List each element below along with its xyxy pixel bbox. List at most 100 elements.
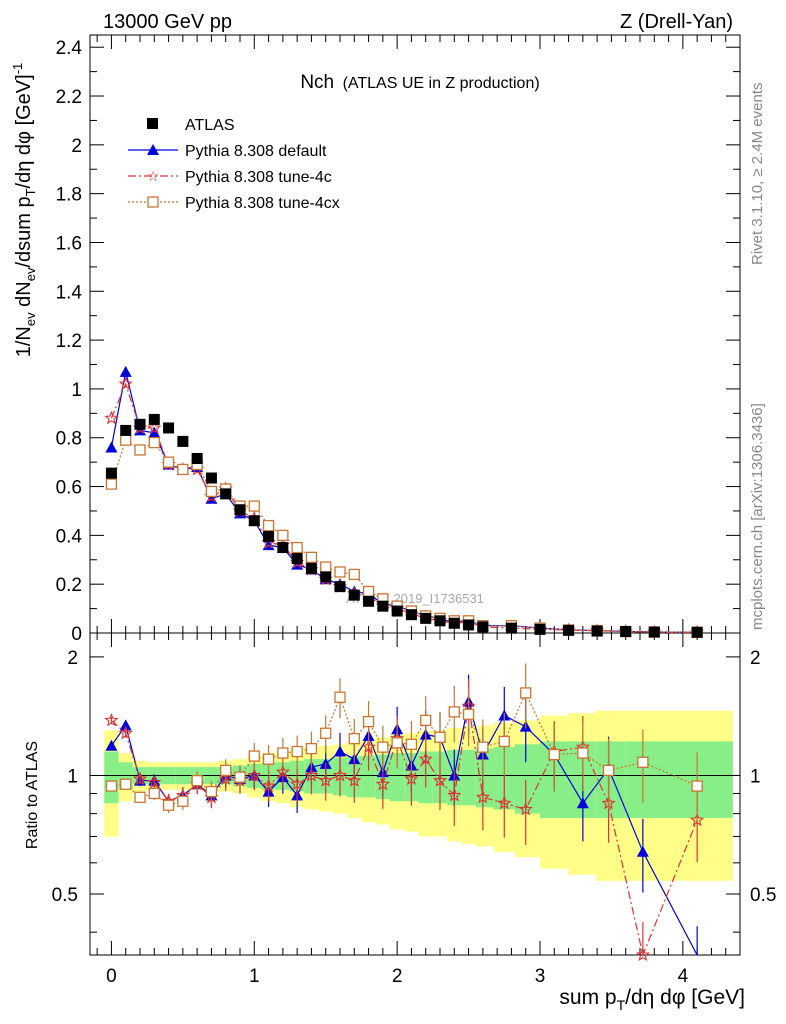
plot-title-main: Nch — [300, 72, 334, 93]
main-y-ticks: 0 0.2 0.4 0.6 0.8 1 1.2 1.4 1.6 1.8 2 2.2 2.4 — [56, 38, 740, 645]
main-point-tune4c — [104, 410, 119, 425]
plot-title: Nch (ATLAS UE in Z production) — [300, 72, 539, 93]
main-y-tick-label: 1.4 — [56, 282, 83, 303]
main-point-atlas — [134, 418, 146, 430]
ratio-point-tune4c — [147, 774, 162, 789]
ratio-band-inner — [390, 753, 405, 802]
main-point-atlas — [120, 424, 132, 436]
energy-label: 13000 GeV pp — [103, 11, 232, 33]
main-point-atlas — [448, 617, 460, 629]
legend-label-tune4c: Pythia 8.308 tune-4c — [185, 169, 332, 186]
main-point-tune4cx — [148, 436, 160, 449]
main-point-atlas — [563, 624, 575, 636]
main-point-default — [105, 441, 118, 453]
ratio-band-inner — [461, 750, 476, 806]
legend-marker-atlas — [147, 118, 158, 129]
main-series-layer — [104, 365, 705, 639]
ratio-band-inner — [361, 756, 376, 798]
ratio-line-tune4cx — [111, 691, 698, 806]
main-y-axis-label: 1/Nev dNev/dsum pT/dη dφ [GeV]-1 — [10, 63, 38, 358]
main-point-atlas — [505, 622, 517, 634]
ratio-point-tune4cx — [234, 771, 246, 783]
main-point-atlas — [291, 553, 303, 565]
ratio-point-tune4cx — [134, 791, 146, 803]
ratio-point-tune4cx — [405, 738, 418, 750]
ratio-point-tune4cx — [462, 708, 475, 720]
ratio-point-tune4c — [518, 801, 533, 816]
main-point-tune4c — [147, 420, 162, 434]
ratio-y-tick-label-right: 2 — [750, 648, 761, 669]
x-tick-label: 4 — [678, 966, 689, 987]
main-point-tune4cx — [205, 485, 218, 498]
ratio-point-tune4cx — [602, 764, 615, 777]
ratio-point-tune4cx — [148, 787, 160, 800]
ratio-uncertainty-bands — [104, 710, 733, 881]
x-tick-label: 3 — [535, 966, 546, 987]
ratio-point-tune4c — [347, 773, 362, 787]
ratio-point-tune4c — [332, 768, 348, 782]
main-point-atlas — [305, 562, 317, 574]
main-point-atlas — [105, 467, 117, 479]
ratio-point-tune4c — [247, 768, 262, 782]
ratio-point-tune4cx — [205, 785, 218, 798]
main-point-tune4cx — [177, 463, 189, 476]
ratio-y-tick-label-right: 1 — [750, 766, 761, 787]
x-tick-label: 0 — [106, 966, 117, 987]
legend-marker-tune4cx — [147, 196, 159, 208]
ratio-point-tune4c — [635, 947, 651, 962]
ratio-point-default — [576, 797, 589, 809]
x-axis-label: sum pT/dη dφ [GeV] — [559, 986, 745, 1013]
main-point-tune4cx — [291, 541, 303, 554]
legend-marker-default — [147, 144, 159, 155]
ratio-series-layer — [104, 663, 705, 962]
ratio-point-tune4c — [497, 795, 512, 810]
main-point-atlas — [691, 626, 703, 638]
x-tick-label: 2 — [392, 966, 403, 987]
main-point-atlas — [477, 621, 489, 633]
main-point-tune4c — [118, 376, 133, 391]
ratio-point-tune4cx — [477, 741, 489, 753]
main-point-tune4cx — [348, 568, 360, 581]
main-point-atlas — [377, 600, 389, 612]
ratio-point-tune4cx — [577, 747, 589, 759]
main-y-tick-label: 2.4 — [56, 38, 83, 59]
ratio-point-tune4cx — [498, 735, 510, 748]
main-point-atlas — [148, 413, 160, 425]
main-y-tick-label: 0.8 — [56, 429, 82, 450]
legend-label-tune4cx: Pythia 8.308 tune-4cx — [185, 195, 340, 212]
main-point-default — [119, 365, 132, 377]
ratio-point-tune4cx — [420, 714, 432, 727]
ratio-band-inner — [625, 741, 670, 818]
ratio-point-tune4c — [375, 776, 391, 791]
ratio-point-tune4c — [304, 768, 319, 782]
ratio-point-tune4cx — [277, 747, 289, 759]
ratio-point-tune4c — [118, 725, 133, 740]
ratio-point-tune4c — [361, 739, 376, 754]
main-point-tune4cx — [362, 585, 375, 598]
ratio-point-tune4cx — [348, 733, 360, 745]
main-y-tick-label: 1 — [71, 380, 82, 401]
main-point-atlas — [405, 609, 417, 621]
plot-title-sub: (ATLAS UE in Z production) — [343, 75, 540, 92]
main-point-tune4cx — [262, 519, 275, 532]
ratio-point-tune4cx — [291, 745, 303, 758]
ratio-point-tune4cx — [105, 780, 118, 792]
main-point-tune4cx — [105, 478, 118, 490]
ratio-point-default — [334, 745, 346, 757]
process-label: Z (Drell-Yan) — [620, 11, 733, 33]
ratio-point-tune4cx — [262, 753, 275, 765]
ratio-point-tune4cx — [448, 706, 460, 718]
ratio-point-tune4cx — [177, 795, 189, 807]
main-point-atlas — [391, 605, 403, 617]
ratio-point-tune4c — [432, 773, 448, 787]
legend: ATLAS Pythia 8.308 default ☆ Pythia 8.30… — [128, 117, 340, 212]
ratio-point-tune4c — [132, 771, 148, 786]
legend-label-default: Pythia 8.308 default — [185, 143, 327, 160]
x-tick-label: 1 — [249, 966, 260, 987]
ratio-point-default — [636, 845, 649, 857]
ratio-y-axis-label: Ratio to ATLAS — [24, 741, 41, 849]
main-point-atlas — [177, 435, 189, 447]
main-point-tune4cx — [334, 566, 346, 578]
ratio-point-tune4c — [289, 776, 305, 791]
